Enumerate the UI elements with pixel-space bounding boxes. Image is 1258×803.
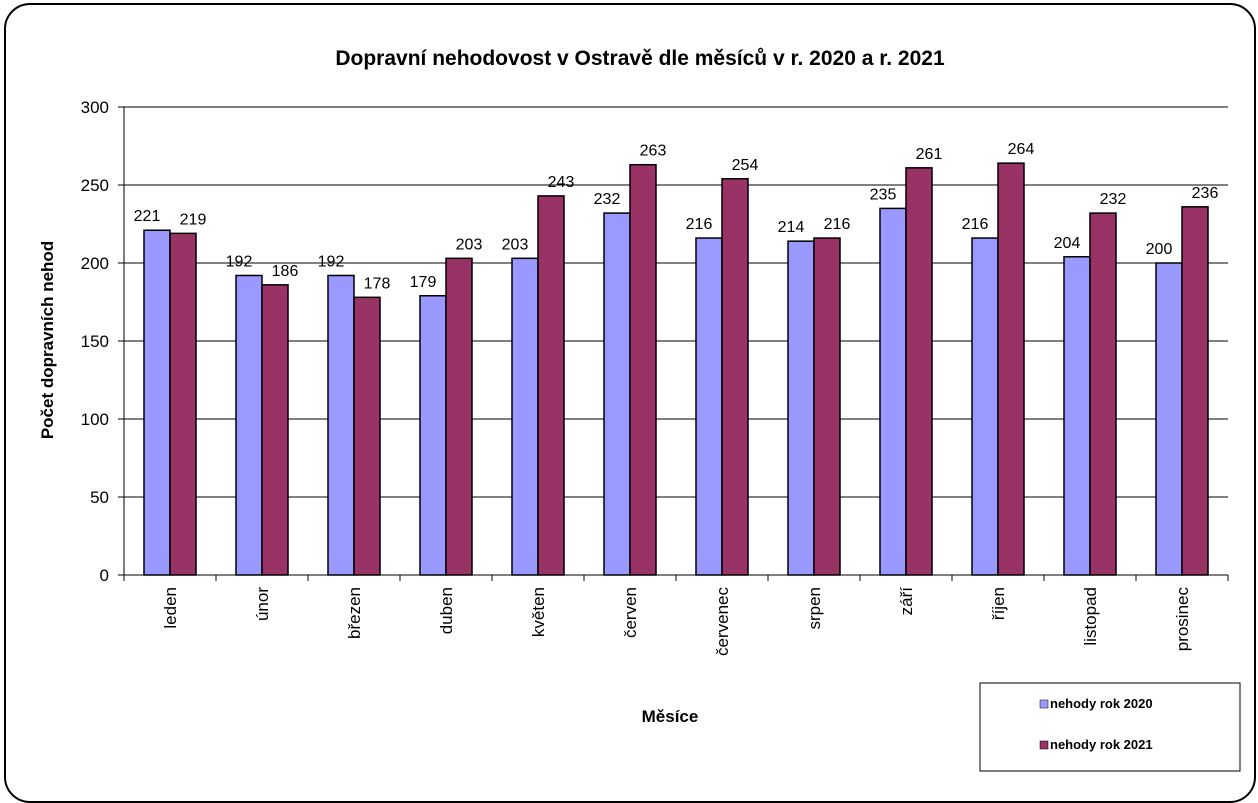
data-label: 216	[962, 216, 989, 233]
legend-swatch-2021	[1039, 740, 1049, 750]
data-label: 214	[778, 219, 805, 236]
x-tick-label: leden	[161, 587, 180, 629]
bar	[695, 237, 723, 576]
x-tick-label: říjen	[989, 587, 1008, 620]
bar	[997, 162, 1025, 576]
x-axis-title: Měsíce	[642, 707, 699, 726]
bars	[143, 162, 1209, 576]
x-tick-label: červenec	[713, 587, 732, 656]
data-label: 204	[1054, 235, 1081, 252]
axes: 0 50 100 150 200 250 300 leden únor březen duben kv…	[81, 98, 1229, 656]
bar	[1089, 212, 1117, 576]
data-label: 200	[1146, 241, 1173, 258]
bar	[721, 178, 749, 576]
x-tick-label: září	[897, 587, 916, 616]
chart-title: Dopravní nehodovost v Ostravě dle měsíců…	[335, 47, 945, 70]
bar	[143, 229, 171, 576]
x-tick-label: červen	[621, 587, 640, 638]
x-tick-label: listopad	[1081, 587, 1100, 646]
legend-box	[979, 682, 1241, 772]
bar	[879, 207, 907, 576]
data-label: 221	[134, 208, 161, 225]
bar	[905, 167, 933, 576]
y-tick-label: 50	[90, 488, 109, 507]
data-label: 263	[640, 143, 667, 160]
data-label: 254	[732, 157, 759, 174]
data-label: 186	[272, 263, 299, 280]
data-label: 236	[1192, 185, 1219, 202]
y-axis-title: Počet dopravních nehod	[38, 241, 57, 439]
data-label: 264	[1008, 141, 1035, 158]
bar	[813, 237, 841, 576]
y-tick-label: 300	[81, 98, 109, 117]
bar	[1155, 262, 1183, 576]
bar	[1181, 206, 1209, 576]
data-label: 179	[410, 274, 437, 291]
bar	[353, 296, 381, 576]
x-tick-label: květen	[529, 587, 548, 637]
y-tick-label: 0	[100, 566, 109, 585]
data-label: 216	[824, 216, 851, 233]
data-label: 243	[548, 174, 575, 191]
x-tick-label: únor	[253, 587, 272, 621]
bar	[261, 284, 289, 576]
bar	[629, 163, 657, 576]
bar	[1063, 256, 1091, 576]
bar	[419, 295, 447, 576]
bar	[169, 232, 197, 576]
legend-label-2021: nehody rok 2021	[1050, 737, 1153, 752]
data-label: 261	[916, 146, 943, 163]
legend-swatch-2020	[1039, 699, 1049, 709]
data-label: 232	[1100, 191, 1127, 208]
x-tick-label: duben	[437, 587, 456, 634]
x-tick-label: prosinec	[1173, 587, 1192, 652]
data-label: 235	[870, 186, 897, 203]
bar	[537, 195, 565, 576]
x-tick-label: březen	[345, 587, 364, 639]
data-label: 192	[226, 253, 253, 270]
y-tick-label: 100	[81, 410, 109, 429]
data-labels: 221 219 192 186 192 178 179 203 203 243 232 263 216 2…	[134, 141, 1219, 292]
y-tick-label: 200	[81, 254, 109, 273]
bar	[603, 212, 631, 576]
x-tick-label: srpen	[805, 587, 824, 630]
data-label: 216	[686, 216, 713, 233]
data-label: 203	[502, 236, 529, 253]
data-label: 192	[318, 253, 345, 270]
y-tick-label: 150	[81, 332, 109, 351]
data-label: 203	[456, 236, 483, 253]
data-label: 232	[594, 191, 621, 208]
legend: nehody rok 2020 nehody rok 2021	[979, 682, 1241, 772]
bar	[511, 257, 539, 576]
gridlines	[124, 106, 1228, 498]
bar	[445, 257, 473, 576]
data-label: 219	[180, 211, 207, 228]
bar	[787, 240, 815, 576]
y-tick-label: 250	[81, 176, 109, 195]
bar	[971, 237, 999, 576]
data-label: 178	[364, 275, 391, 292]
bar	[235, 274, 263, 576]
bar	[327, 274, 355, 576]
legend-label-2020: nehody rok 2020	[1050, 696, 1153, 711]
